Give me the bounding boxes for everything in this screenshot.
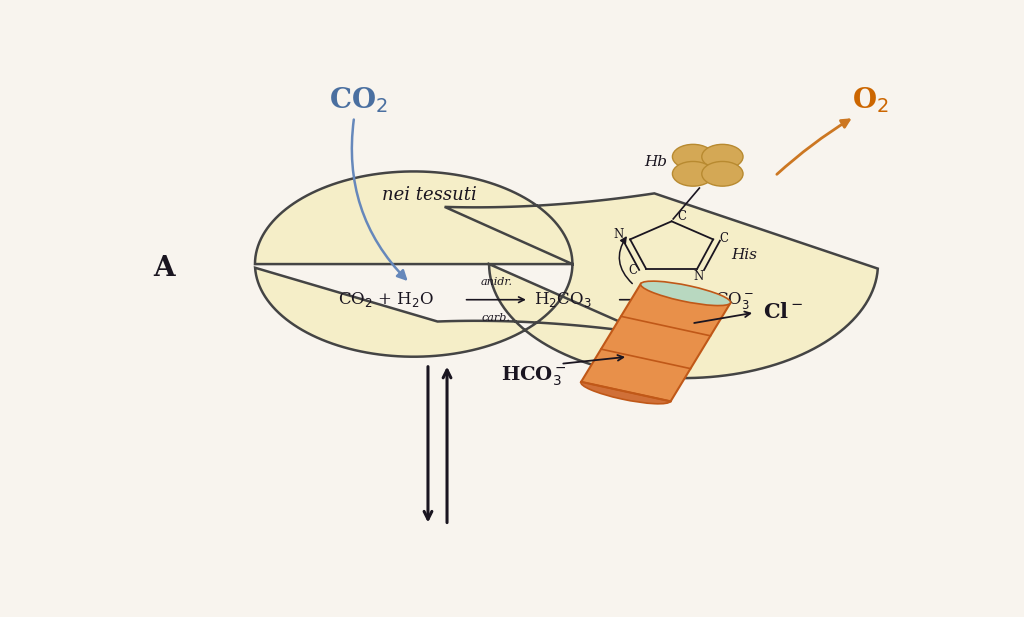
Polygon shape	[582, 284, 730, 401]
Ellipse shape	[581, 379, 671, 404]
Circle shape	[673, 144, 714, 169]
Circle shape	[701, 162, 743, 186]
Text: His: His	[731, 247, 757, 262]
Text: Hb: Hb	[644, 155, 668, 169]
Text: nei tessuti: nei tessuti	[382, 186, 477, 204]
Ellipse shape	[641, 281, 730, 305]
Text: N: N	[693, 270, 703, 283]
Text: CO$_2$ + H$_2$O: CO$_2$ + H$_2$O	[338, 290, 434, 309]
Circle shape	[701, 144, 743, 169]
Text: C: C	[678, 210, 686, 223]
Text: anidr.: anidr.	[480, 277, 512, 287]
Text: H$^+$+ HCO$_3^-$: H$^+$+ HCO$_3^-$	[652, 288, 755, 312]
Text: O$_2$: O$_2$	[852, 85, 889, 115]
Text: CO$_2$: CO$_2$	[329, 85, 388, 115]
Circle shape	[673, 162, 714, 186]
Polygon shape	[255, 172, 878, 378]
Text: C: C	[628, 264, 637, 277]
Text: Cl$^-$: Cl$^-$	[763, 302, 803, 321]
Text: C: C	[720, 232, 729, 245]
Text: A: A	[153, 255, 174, 283]
Text: H$_2$CO$_3$: H$_2$CO$_3$	[534, 290, 591, 309]
Text: carb.: carb.	[482, 313, 511, 323]
Text: N: N	[613, 228, 624, 241]
Text: HCO$_3^-$: HCO$_3^-$	[501, 365, 566, 389]
